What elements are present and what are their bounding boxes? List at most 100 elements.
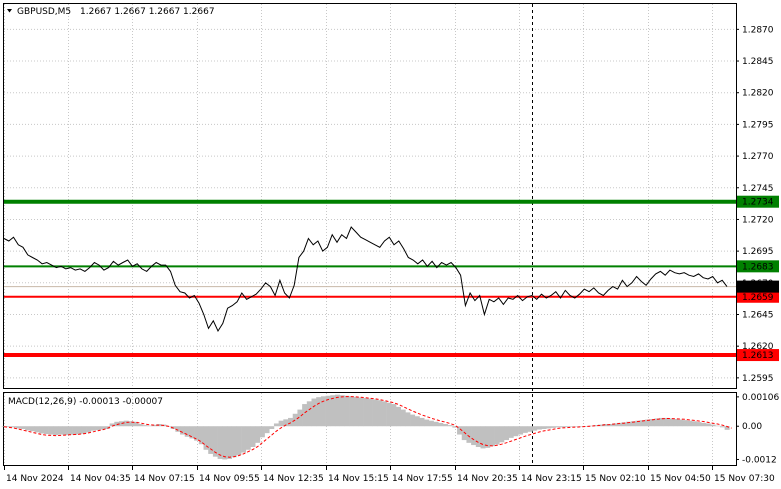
macd-bar	[687, 420, 693, 427]
macd-signal-line	[3, 396, 732, 458]
macd-bar	[297, 409, 303, 427]
macd-pane[interactable]	[3, 392, 737, 466]
macd-bar	[264, 426, 270, 434]
macd-bar	[442, 424, 448, 427]
macd-bar	[11, 426, 17, 428]
macd-bar	[396, 406, 402, 427]
macd-bar	[349, 396, 355, 427]
macd-bar	[522, 426, 528, 433]
macd-bar	[48, 426, 54, 435]
macd-bar	[236, 426, 242, 456]
level-tag-bg	[737, 290, 779, 303]
macd-bar	[217, 426, 223, 459]
macd-bar	[34, 426, 40, 433]
macd-bar	[6, 426, 12, 428]
macd-bar	[696, 422, 702, 427]
macd-bar	[593, 425, 599, 427]
macd-bar	[381, 401, 387, 427]
macd-bar	[485, 426, 491, 448]
macd-bar	[447, 425, 453, 427]
macd-bar	[475, 426, 481, 447]
macd-bar	[29, 426, 35, 432]
time-tick-label: 15 Nov 02:10	[585, 474, 646, 484]
price-tick-label: 1.2745	[742, 184, 774, 194]
macd-bar	[569, 426, 575, 427]
macd-bar	[480, 426, 486, 449]
macd-bar	[25, 426, 31, 431]
macd-bar	[180, 426, 186, 435]
macd-bar	[400, 409, 406, 427]
level-tag-bg	[737, 195, 779, 208]
macd-bar	[231, 426, 237, 458]
macd-bar	[250, 426, 256, 447]
macd-bar	[358, 397, 364, 427]
macd-bar	[597, 424, 603, 427]
macd-bar	[86, 426, 92, 433]
time-axis[interactable]: 14 Nov 2024 14 Nov 04:35 14 Nov 07:15 14 No…	[4, 466, 775, 484]
macd-bar	[414, 416, 420, 427]
macd-bar	[466, 426, 472, 443]
macd-bar	[114, 421, 120, 427]
level-tag-label: 1.2613	[742, 351, 774, 361]
time-tick-label: 14 Nov 17:55	[392, 474, 453, 484]
macd-bar	[72, 426, 78, 435]
macd-bar	[39, 426, 45, 434]
macd-bar	[611, 423, 617, 427]
time-tick-label: 15 Nov 07:30	[714, 474, 775, 484]
macd-axis[interactable]: 0.00106 0.00 -0.0012	[736, 393, 779, 466]
macd-bar	[20, 426, 26, 429]
macd-bar	[532, 426, 538, 431]
macd-bar	[583, 426, 589, 427]
macd-bar	[320, 396, 326, 427]
macd-bar	[682, 420, 688, 427]
macd-bar	[76, 426, 82, 435]
macd-bar	[461, 426, 467, 441]
macd-bar	[527, 426, 533, 432]
price-line	[3, 226, 728, 333]
macd-tick-label: -0.0012	[742, 455, 777, 465]
macd-bar	[640, 420, 646, 427]
ohlc-values: 1.2667 1.2667 1.2667 1.2667	[80, 7, 215, 17]
signal-line	[3, 396, 732, 458]
macd-bar	[325, 395, 331, 427]
macd-bar	[278, 420, 284, 427]
level-tag-label: 1.2683	[742, 262, 774, 272]
macd-bar	[104, 426, 110, 429]
macd-bar	[203, 426, 209, 450]
macd-bar	[503, 426, 509, 441]
macd-bar	[353, 396, 359, 427]
macd-bar	[292, 413, 298, 427]
time-tick-label: 14 Nov 07:15	[134, 474, 195, 484]
macd-bar	[424, 419, 430, 427]
macd-bar	[673, 419, 679, 427]
macd-bar	[109, 423, 115, 427]
price-tick-label: 1.2595	[742, 374, 774, 384]
macd-bar	[701, 422, 707, 427]
macd-bar	[62, 426, 68, 436]
macd-bar	[67, 426, 73, 435]
time-tick-label: 14 Nov 09:55	[199, 474, 260, 484]
macd-bar	[677, 419, 683, 427]
macd-bar	[194, 426, 200, 441]
macd-bar	[518, 426, 524, 435]
price-tick-label: 1.2645	[742, 310, 774, 320]
macd-bar	[626, 421, 632, 427]
macd-bar	[705, 423, 711, 427]
time-tick-label: 14 Nov 04:35	[70, 474, 131, 484]
macd-bar	[15, 426, 21, 429]
macd-indicator-label: MACD(12,26,9) -0.00013 -0.00007	[8, 397, 163, 407]
macd-bar	[433, 421, 439, 427]
level-tag-label: 1.2659	[742, 293, 774, 303]
macd-bar	[386, 402, 392, 427]
price-tick-label: 1.2820	[742, 89, 774, 99]
macd-bar	[245, 426, 251, 450]
macd-bar	[119, 421, 125, 427]
price-pane[interactable]	[3, 3, 737, 389]
dropdown-triangle-icon[interactable]	[7, 9, 12, 13]
macd-bar	[334, 394, 340, 427]
macd-bar	[288, 417, 294, 427]
macd-bar	[128, 421, 134, 427]
macd-bar	[259, 426, 265, 438]
level-tag-bg	[737, 260, 779, 273]
